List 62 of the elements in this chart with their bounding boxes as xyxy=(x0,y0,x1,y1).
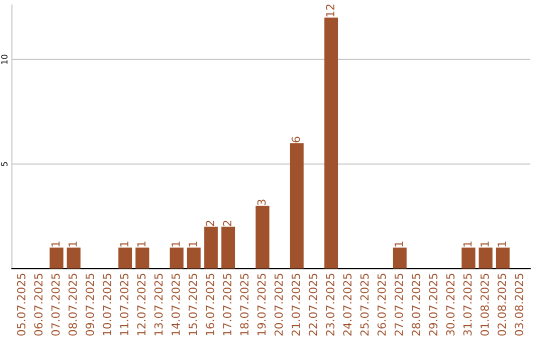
data-label: 2 xyxy=(222,220,232,226)
data-label: 1 xyxy=(394,242,403,246)
x-tick-label: 06.07.2025 xyxy=(34,274,43,336)
bar xyxy=(478,248,493,269)
x-tick-label: 30.07.2025 xyxy=(446,274,455,336)
data-label: 2 xyxy=(206,220,214,226)
data-label: 1 xyxy=(463,242,472,246)
x-tick-label: 25.07.2025 xyxy=(360,274,369,336)
data-label: 1 xyxy=(188,242,197,246)
data-label: 1 xyxy=(498,242,506,246)
x-tick-label: 01.08.2025 xyxy=(480,274,489,336)
x-tick-label: 19.07.2025 xyxy=(257,274,266,336)
x-tick-label: 11.07.2025 xyxy=(120,274,128,336)
bar xyxy=(392,248,407,269)
bar xyxy=(496,248,510,269)
x-tick-label: 24.07.2025 xyxy=(343,274,352,336)
x-tick-label: 03.08.2025 xyxy=(514,274,524,336)
x-tick-label: 26.07.2025 xyxy=(377,274,386,336)
bar xyxy=(186,248,201,269)
bar xyxy=(290,143,304,269)
bar xyxy=(170,248,184,269)
x-tick-label: 12.07.2025 xyxy=(137,274,146,336)
x-tick-label: 21.07.2025 xyxy=(292,274,300,336)
bar xyxy=(135,248,150,269)
y-tick-label: 10 xyxy=(1,54,8,64)
x-tick-label: 29.07.2025 xyxy=(428,274,438,336)
x-tick-label: 16.07.2025 xyxy=(206,274,214,336)
bar xyxy=(462,248,476,269)
y-tick-label: 5 xyxy=(1,162,8,166)
bar xyxy=(324,18,338,269)
data-label: 1 xyxy=(68,242,77,246)
x-tick-label: 13.07.2025 xyxy=(154,274,163,336)
x-tick-label: 05.07.2025 xyxy=(17,274,26,336)
x-tick-label: 28.07.2025 xyxy=(412,274,420,336)
x-tick-label: 15.07.2025 xyxy=(188,274,198,336)
data-label: 1 xyxy=(172,242,180,246)
x-tick-label: 10.07.2025 xyxy=(102,274,112,336)
bar xyxy=(50,248,64,269)
x-tick-label: 17.07.2025 xyxy=(222,274,232,336)
data-label: 1 xyxy=(480,242,489,246)
x-tick-label: 08.07.2025 xyxy=(68,274,77,336)
x-tick-label: 14.07.2025 xyxy=(171,274,180,336)
bar xyxy=(256,206,270,269)
data-label: 6 xyxy=(292,136,300,142)
x-tick-label: 22.07.2025 xyxy=(308,274,318,336)
x-tick-label: 18.07.2025 xyxy=(240,274,249,336)
x-tick-label: 02.08.2025 xyxy=(498,274,506,336)
bar xyxy=(204,226,218,269)
data-label: 1 xyxy=(120,242,128,246)
x-tick-label: 23.07.2025 xyxy=(326,274,334,336)
x-tick-label: 07.07.2025 xyxy=(51,274,60,336)
data-label: 1 xyxy=(137,242,146,246)
data-label: 12 xyxy=(326,4,334,16)
bar xyxy=(66,248,81,269)
data-label: 3 xyxy=(257,200,266,206)
bar xyxy=(221,226,236,269)
data-label: 1 xyxy=(51,242,60,246)
x-tick-label: 20.07.2025 xyxy=(274,274,283,336)
x-tick-label: 27.07.2025 xyxy=(394,274,404,336)
x-tick-label: 09.07.2025 xyxy=(86,274,94,336)
bar xyxy=(118,248,132,269)
x-tick-label: 31.07.2025 xyxy=(463,274,472,336)
